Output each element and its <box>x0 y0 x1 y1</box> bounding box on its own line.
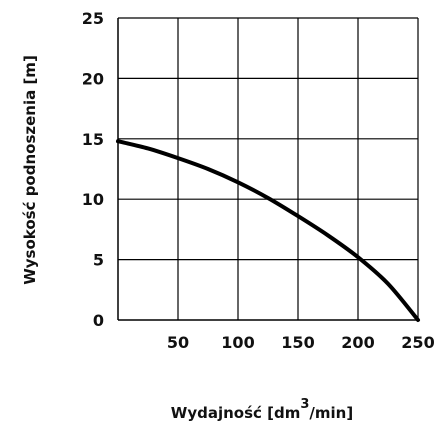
y-tick-label: 15 <box>82 130 104 149</box>
x-tick-label: 200 <box>341 333 374 352</box>
x-tick-label: 100 <box>221 333 254 352</box>
x-tick-label: 250 <box>401 333 434 352</box>
x-axis-title: Wydajność [dm3/min] <box>171 397 353 422</box>
grid <box>117 17 419 321</box>
x-axis-title-superscript: 3 <box>300 397 309 412</box>
y-tick-label: 5 <box>93 251 104 270</box>
performance-curve <box>116 139 420 322</box>
y-tick-label: 0 <box>93 311 104 330</box>
y-tick-label: 25 <box>82 9 104 28</box>
y-tick-label: 10 <box>82 190 104 209</box>
x-axis-title-base: Wydajność [dm <box>171 404 301 422</box>
y-tick-label: 20 <box>82 69 104 88</box>
x-axis-title-tail: /min] <box>309 404 353 422</box>
y-axis-title: Wysokość podnoszenia [m] <box>21 55 39 285</box>
x-tick-label: 150 <box>281 333 314 352</box>
tick-labels: 0 5 10 15 20 25 50 100 150 200 250 <box>82 9 435 352</box>
x-tick-label: 50 <box>167 333 189 352</box>
